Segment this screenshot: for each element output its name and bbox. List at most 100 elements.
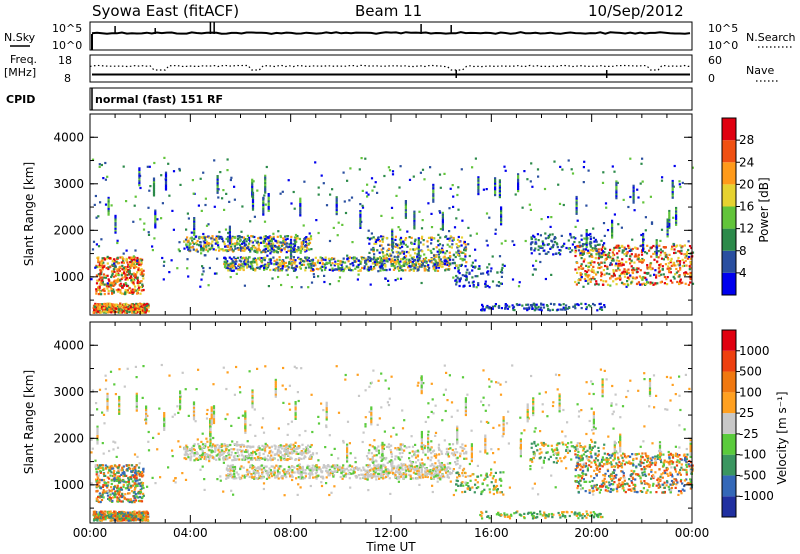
data-point xyxy=(139,292,142,295)
data-point xyxy=(126,517,129,520)
data-point xyxy=(297,458,301,462)
data-point xyxy=(411,262,414,265)
nave-tick-low: 0 xyxy=(708,72,715,85)
data-point xyxy=(233,236,236,239)
data-point xyxy=(201,450,204,453)
data-point xyxy=(397,246,400,249)
data-point xyxy=(129,498,132,501)
nave-trace xyxy=(89,64,693,71)
data-point xyxy=(471,269,474,272)
data-point xyxy=(193,233,196,236)
data-point xyxy=(109,310,112,314)
data-point xyxy=(133,482,136,485)
data-point xyxy=(132,474,135,477)
data-point xyxy=(140,280,143,283)
data-point xyxy=(148,165,151,168)
data-point xyxy=(114,490,117,493)
data-point xyxy=(664,263,667,266)
data-point xyxy=(290,266,293,269)
data-point xyxy=(128,304,131,307)
data-point xyxy=(250,247,253,250)
data-point xyxy=(124,288,127,292)
data-point xyxy=(530,248,533,251)
data-point xyxy=(99,487,103,490)
data-point xyxy=(139,499,142,503)
data-point xyxy=(439,261,442,264)
data-point xyxy=(106,274,109,277)
data-point xyxy=(242,268,245,271)
data-point xyxy=(337,265,340,268)
data-point xyxy=(666,235,669,238)
data-point xyxy=(497,281,500,284)
data-point xyxy=(214,446,217,449)
data-point xyxy=(103,276,106,279)
data-point xyxy=(642,234,645,237)
data-point xyxy=(635,267,638,270)
data-point xyxy=(134,471,137,474)
data-point xyxy=(138,482,141,485)
data-point xyxy=(251,184,254,187)
data-point xyxy=(380,266,383,269)
data-point xyxy=(672,185,675,188)
data-point xyxy=(109,281,112,285)
data-point xyxy=(240,451,243,454)
data-point xyxy=(205,240,209,243)
data-point xyxy=(444,258,447,261)
data-point xyxy=(351,269,354,272)
data-point xyxy=(262,206,265,209)
data-point xyxy=(310,281,314,284)
data-point xyxy=(320,174,323,177)
data-point xyxy=(598,307,602,311)
data-point xyxy=(310,454,313,457)
data-point xyxy=(575,205,578,208)
data-point xyxy=(585,238,588,241)
data-point xyxy=(568,306,571,309)
data-point xyxy=(276,250,279,254)
data-point xyxy=(280,249,283,252)
data-point xyxy=(451,184,454,187)
data-point xyxy=(378,261,381,264)
data-point xyxy=(132,281,135,284)
data-point xyxy=(671,281,674,284)
data-point xyxy=(550,246,553,249)
data-point xyxy=(101,268,104,271)
data-point xyxy=(538,308,542,311)
data-point xyxy=(289,444,292,447)
data-point xyxy=(123,269,126,272)
data-point xyxy=(99,276,102,279)
data-point xyxy=(118,516,121,519)
data-point xyxy=(116,489,119,492)
data-point xyxy=(118,475,121,478)
data-point xyxy=(335,200,338,203)
data-point xyxy=(439,236,442,239)
data-point xyxy=(613,213,616,216)
data-point xyxy=(193,231,196,235)
data-point xyxy=(452,205,455,208)
data-point xyxy=(399,260,402,263)
data-point xyxy=(533,309,536,312)
data-point xyxy=(193,459,196,462)
data-point xyxy=(308,232,311,235)
data-point xyxy=(137,492,140,495)
data-point xyxy=(214,447,217,450)
data-point xyxy=(126,484,129,487)
data-point xyxy=(573,305,576,308)
data-point xyxy=(299,197,302,200)
data-point xyxy=(125,306,128,309)
data-point xyxy=(632,197,635,200)
data-point xyxy=(535,259,538,262)
data-point xyxy=(561,168,564,171)
data-point xyxy=(501,263,504,266)
data-point xyxy=(451,239,454,242)
data-point xyxy=(488,263,491,266)
data-point xyxy=(605,206,608,209)
data-point xyxy=(292,243,295,246)
data-point xyxy=(641,278,644,281)
data-point xyxy=(304,256,307,259)
data-point xyxy=(164,179,168,182)
data-point xyxy=(410,236,413,239)
nsky-panel-frame xyxy=(89,21,693,51)
data-point xyxy=(267,206,270,209)
data-point xyxy=(399,277,403,280)
data-point xyxy=(341,223,344,226)
